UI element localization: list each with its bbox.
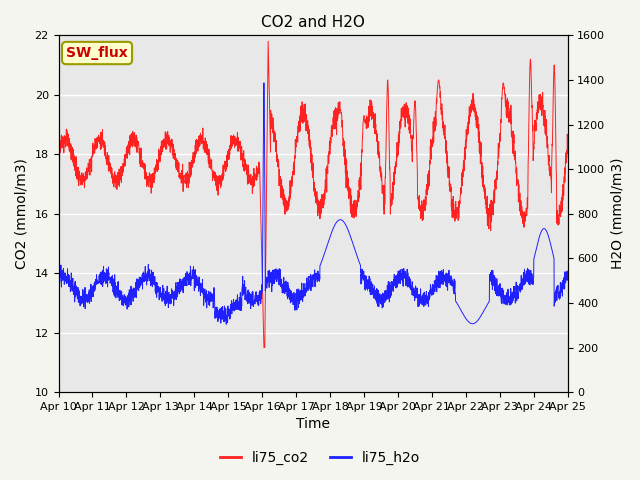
li75_h2o bbox=[222, 322, 230, 327]
li75_h2o bbox=[564, 274, 572, 280]
li75_co2 bbox=[113, 174, 120, 180]
li75_co2 bbox=[564, 149, 572, 155]
li75_h2o bbox=[272, 268, 280, 274]
Y-axis label: H2O (mmol/m3): H2O (mmol/m3) bbox=[611, 158, 625, 269]
li75_h2o bbox=[554, 283, 562, 288]
Text: SW_flux: SW_flux bbox=[66, 46, 128, 60]
Y-axis label: CO2 (mmol/m3): CO2 (mmol/m3) bbox=[15, 158, 29, 269]
li75_co2 bbox=[143, 183, 150, 189]
li75_h2o bbox=[499, 293, 507, 299]
li75_co2 bbox=[264, 38, 272, 44]
li75_co2 bbox=[499, 80, 507, 86]
li75_co2 bbox=[54, 156, 62, 162]
Line: li75_co2: li75_co2 bbox=[58, 41, 568, 348]
li75_h2o bbox=[54, 277, 62, 283]
li75_h2o bbox=[113, 288, 120, 294]
li75_co2 bbox=[250, 170, 257, 176]
li75_h2o bbox=[250, 300, 258, 306]
Title: CO2 and H2O: CO2 and H2O bbox=[261, 15, 365, 30]
li75_h2o bbox=[143, 277, 150, 283]
Line: li75_h2o: li75_h2o bbox=[58, 83, 568, 324]
li75_co2 bbox=[260, 345, 268, 350]
Legend: li75_co2, li75_h2o: li75_co2, li75_h2o bbox=[214, 445, 426, 471]
X-axis label: Time: Time bbox=[296, 418, 330, 432]
li75_co2 bbox=[272, 148, 280, 154]
li75_co2 bbox=[554, 222, 562, 228]
li75_h2o bbox=[260, 80, 268, 86]
